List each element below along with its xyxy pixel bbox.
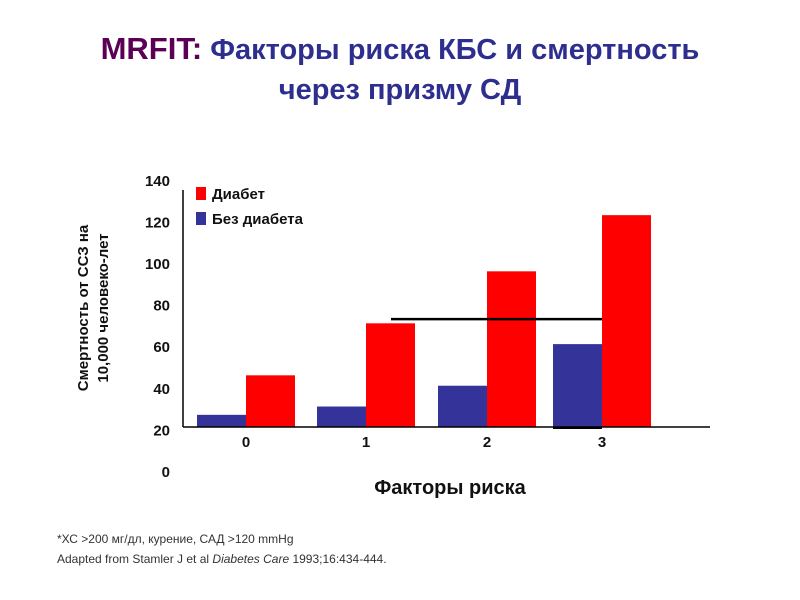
bar-no-diabetes-2 <box>438 385 487 427</box>
y-axis-title-line1: Смертность от ССЗ на <box>75 224 92 391</box>
y-tick-label: 60 <box>153 339 170 356</box>
bar-no-diabetes-1 <box>317 406 366 427</box>
citation: Adapted from Stamler J et al Diabetes Ca… <box>57 552 387 566</box>
legend-label: Без диабета <box>212 211 304 228</box>
bar-no-diabetes-0 <box>197 414 246 427</box>
slide-title-line1: MRFIT: Факторы риска КБС и смертность <box>0 30 800 69</box>
legend-swatch <box>196 212 206 225</box>
x-tick-label: 0 <box>242 434 250 451</box>
y-tick-label: 120 <box>145 214 170 231</box>
y-tick-label: 0 <box>162 464 170 481</box>
legend-swatch <box>196 187 206 200</box>
citation-journal: Diabetes Care <box>212 552 290 566</box>
footnote: *ХС >200 мг/дл, курение, САД >120 mmHg <box>57 532 294 546</box>
x-tick-label: 1 <box>362 434 370 451</box>
x-tick-label: 3 <box>598 434 606 451</box>
y-tick-label: 20 <box>153 422 170 439</box>
title-prefix: MRFIT: <box>100 31 203 66</box>
citation-text: Adapted from Stamler J et al <box>57 552 213 566</box>
bar-diabetes-1 <box>366 323 415 427</box>
slide-title-line2: через призму СД <box>278 74 522 106</box>
legend-label: Диабет <box>212 186 265 203</box>
y-tick-label: 140 <box>145 173 170 190</box>
title-text: Факторы риска КБС и смертность <box>210 34 700 66</box>
bar-diabetes-0 <box>246 375 295 427</box>
y-axis-title-line2: 10,000 человеко-лет <box>95 233 112 382</box>
bar-diabetes-2 <box>487 271 536 427</box>
y-tick-label: 40 <box>153 381 170 398</box>
bar-no-diabetes-3 <box>553 344 602 427</box>
y-tick-label: 100 <box>145 256 170 273</box>
bar-diabetes-3 <box>602 215 651 427</box>
x-tick-label: 2 <box>483 434 491 451</box>
citation-details: 1993;16:434-444. <box>289 552 387 566</box>
y-tick-label: 80 <box>153 298 170 315</box>
x-axis-title: Факторы риска <box>374 477 526 499</box>
